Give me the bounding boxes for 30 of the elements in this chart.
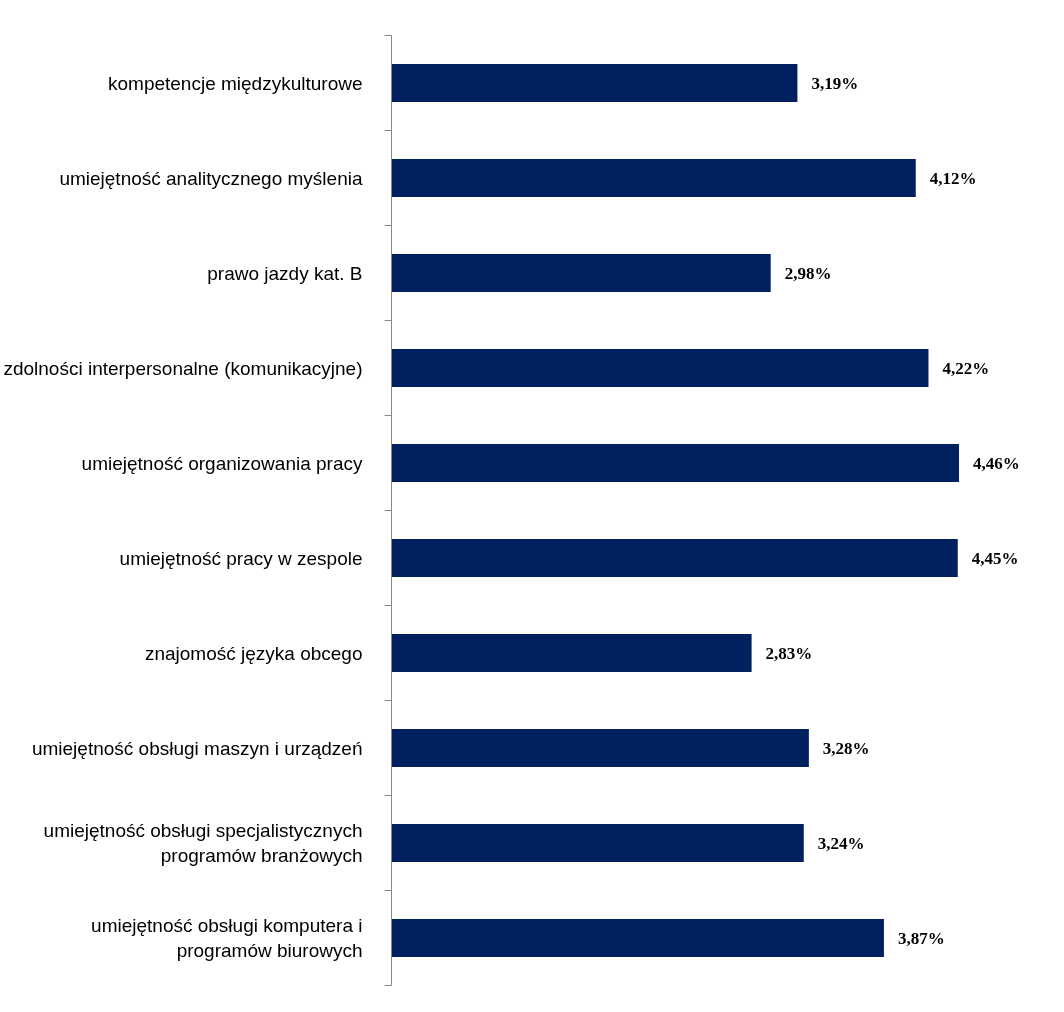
- y-tick-label: umiejętność obsługi maszyn i urządzeń: [31, 737, 363, 759]
- data-label: 4,22%: [942, 358, 990, 378]
- bar: [391, 64, 798, 102]
- data-label: 4,46%: [973, 453, 1020, 473]
- y-tick-label: prawo jazdy kat. B: [207, 262, 363, 284]
- y-tick-label: umiejętność obsługi komputera i programów biurowych: [91, 914, 363, 962]
- y-tick-label: kompetencje międzykulturowe: [107, 72, 363, 94]
- data-label: 3,28%: [822, 738, 870, 758]
- bar: [391, 349, 929, 387]
- y-tick-label: umiejętność analitycznego myślenia: [59, 167, 363, 189]
- bar: [391, 919, 884, 957]
- bar: [391, 824, 804, 862]
- data-label: 3,19%: [811, 73, 859, 93]
- data-label: 2,83%: [765, 643, 813, 663]
- data-label: 3,24%: [817, 833, 865, 853]
- data-label: 4,45%: [971, 548, 1019, 568]
- y-tick-label: umiejętność pracy w zespole: [119, 547, 363, 569]
- y-tick-label: umiejętność obsługi specjalistycznych programów branżowych: [43, 819, 363, 867]
- bar: [391, 729, 809, 767]
- y-tick-label: umiejętność organizowania pracy: [81, 452, 363, 474]
- y-tick-label: zdolności interpersonalne (komunikacyjne): [3, 357, 363, 379]
- bar: [391, 159, 916, 197]
- bar: [391, 444, 960, 482]
- y-tick-label: znajomość języka obcego: [144, 642, 363, 664]
- data-label: 4,12%: [929, 168, 977, 188]
- bar: [391, 254, 771, 292]
- data-label: 2,98%: [784, 263, 832, 283]
- data-label: 3,87%: [897, 928, 945, 948]
- bar: [391, 539, 958, 577]
- bar: [391, 634, 752, 672]
